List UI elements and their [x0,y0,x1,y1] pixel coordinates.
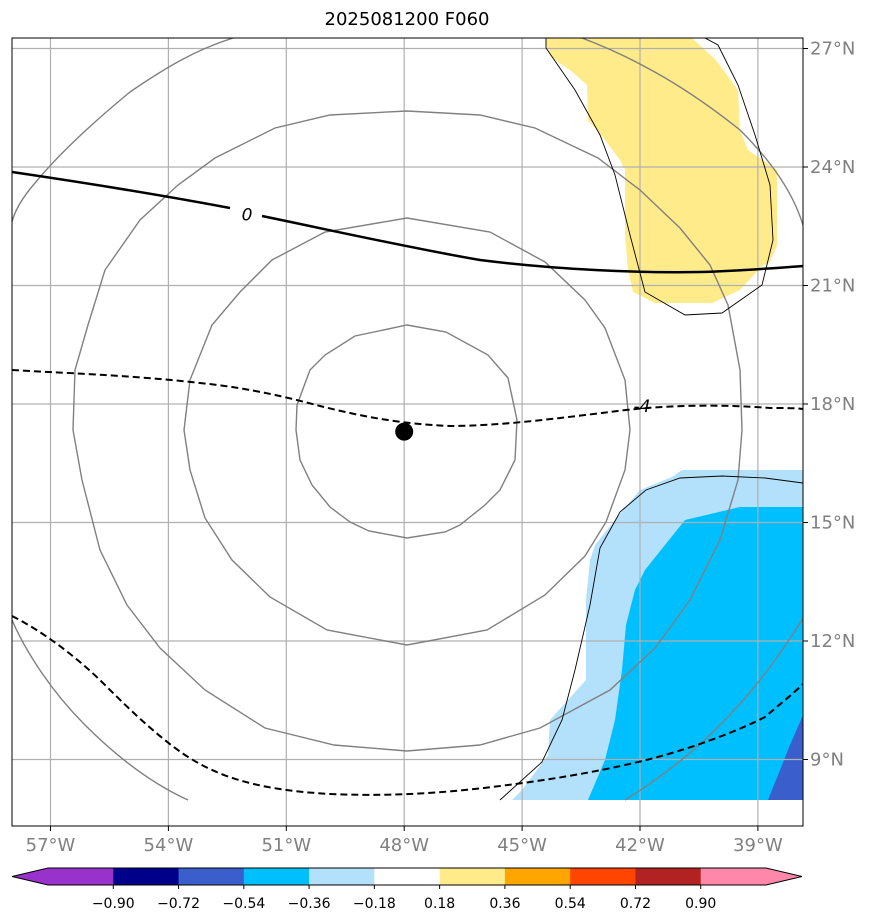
colorbar-segment [439,868,506,885]
lat-tick-label: 9°N [810,750,844,771]
lat-tick-label: 24°N [810,157,855,178]
colorbar-tick-label: 0.90 [685,896,716,912]
plot-title: 2025081200 F060 [324,9,490,30]
range-ring-4-east [581,38,803,226]
colorbar-tick-label: −0.90 [92,896,135,912]
colorbar-tick-label: −0.18 [353,896,396,912]
colorbar-extend-low [12,868,48,885]
contour-zero [12,170,803,274]
graticule [12,38,803,826]
colorbar-segment [374,868,441,885]
colorbar-tick-label: −0.72 [157,896,200,912]
negative-dark-shading [768,715,803,800]
range-ring-3 [72,110,743,752]
lat-tick-label: 18°N [810,394,855,415]
colorbar-segment [243,868,310,885]
lon-tick-label: 51°W [261,835,311,856]
colorbar-tick-label: 0.36 [489,896,520,912]
colorbar-segment [113,868,180,885]
colorbar-extend-high [766,868,802,885]
negative-mid-shading [588,507,803,800]
lon-tick-label: 57°W [26,835,76,856]
colorbar: −0.90 −0.72 −0.54 −0.36 −0.18 0.18 0.36 0.54 0.7… [11,867,803,912]
colorbar-segment [570,868,636,885]
colorbar-tick-label: 0.72 [620,896,651,912]
lon-tick-label: 45°W [497,835,547,856]
range-ring-4-south [12,619,189,801]
lon-tick-label: 48°W [379,835,429,856]
colorbar-tick-label: −0.54 [222,896,265,912]
contour-label: -4 [633,397,650,417]
colorbar-segment [178,868,245,885]
colorbar-segment [700,868,767,885]
colorbar-tick-label: −0.36 [288,896,331,912]
shaded-fields [512,38,803,800]
lon-tick-label: 54°W [144,835,194,856]
range-ring-4-southeast [624,617,803,801]
range-ring-1 [295,324,518,539]
contour-labels: 0 -4 [242,205,651,417]
outline-upper [545,38,774,316]
contour-minus4 [12,369,803,428]
positive-shading [546,38,777,303]
lat-tick-label: 21°N [810,276,855,297]
lat-tick-label: 15°N [810,513,855,534]
contour-label: 0 [242,205,253,225]
contour-lines [12,170,803,796]
range-ring-2 [183,217,631,646]
lon-tick-label: 39°W [733,835,783,856]
colorbar-segment [635,868,702,885]
lat-tick-label: 27°N [810,39,855,60]
axis-labels: 57°W 54°W 51°W 48°W 45°W 42°W 39°W 27°N 24°N 21°N… [26,39,856,857]
lat-tick-label: 12°N [810,631,855,652]
storm-center-marker [395,422,414,441]
colorbar-segment [48,868,114,885]
colorbar-outline [11,867,803,886]
contour-minus4-south [12,615,803,796]
colorbar-tick-label: 0.54 [555,896,586,912]
map-frame [11,37,804,827]
colorbar-tick-label: 0.18 [424,896,455,912]
lon-tick-label: 42°W [615,835,665,856]
colorbar-segment [504,868,571,885]
outline-lines [499,38,803,801]
range-ring-4 [12,38,234,223]
colorbar-segment [309,868,375,885]
outline-lower [499,475,803,801]
range-rings [12,38,803,801]
